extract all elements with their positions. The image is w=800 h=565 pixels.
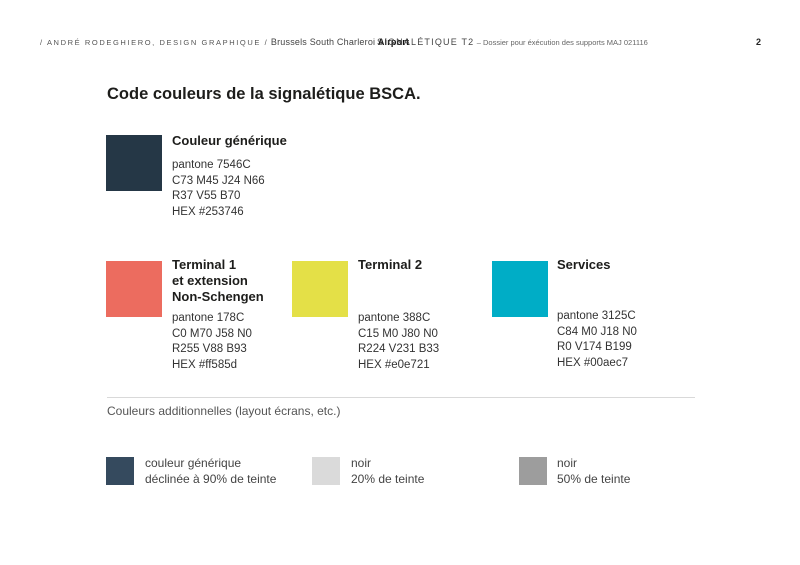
swatch-black-50 <box>519 457 547 485</box>
color-title-services: Services <box>557 257 611 273</box>
additional-colors-title: Couleurs additionnelles (layout écrans, … <box>107 404 341 418</box>
color-title-line: Couleur générique <box>172 133 287 148</box>
spec-rgb: R255 V88 B93 <box>172 343 247 355</box>
section-divider <box>107 397 695 398</box>
spec-pantone: pantone 7546C <box>172 159 251 171</box>
spec-pantone: pantone 388C <box>358 312 431 324</box>
spec-rgb: R37 V55 B70 <box>172 190 241 202</box>
spec-pantone: pantone 3125C <box>557 310 636 322</box>
swatch-services <box>492 261 548 317</box>
spec-hex: HEX #00aec7 <box>557 356 628 369</box>
spec-hex: HEX #ff585d <box>172 358 238 371</box>
spec-cmyk: C15 M0 J80 N0 <box>358 327 438 340</box>
color-specs-generic: pantone 7546C C73 M45 J24 N66 R37 V55 B7… <box>172 158 265 220</box>
header-author: / ANDRÉ RODEGHIERO, DESIGN GRAPHIQUE / <box>40 38 269 47</box>
additional-label-line: déclinée à 90% de teinte <box>145 472 277 486</box>
color-title-line: Terminal 2 <box>358 257 423 272</box>
header-middle: SIGNALÉTIQUE T2 – Dossier pour éxécution… <box>377 37 648 47</box>
additional-label-black-50: noir 50% de teinte <box>557 455 630 487</box>
header-left: / ANDRÉ RODEGHIERO, DESIGN GRAPHIQUE / B… <box>40 37 409 47</box>
spec-rgb: R224 V231 B33 <box>358 343 440 355</box>
header-place: Brussels South Charleroi <box>270 37 376 47</box>
color-title-generic: Couleur générique <box>172 133 287 149</box>
spec-cmyk: C73 M45 J24 N66 <box>172 174 265 187</box>
swatch-generic-90 <box>106 457 134 485</box>
header-place-bold: Airport <box>377 37 410 47</box>
color-specs-terminal-2: pantone 388C C15 M0 J80 N0 R224 V231 B33… <box>358 311 439 373</box>
header-doc-description: – Dossier pour éxécution des supports MA… <box>476 38 648 47</box>
spec-rgb: R0 V174 B199 <box>557 341 632 353</box>
additional-label-line: noir <box>557 456 578 470</box>
spec-cmyk: C84 M0 J18 N0 <box>557 325 637 338</box>
color-title-terminal-2: Terminal 2 <box>358 257 422 273</box>
additional-label-line: 20% de teinte <box>351 472 425 486</box>
swatch-terminal-1 <box>106 261 162 317</box>
color-title-line: Non-Schengen <box>172 289 264 304</box>
spec-cmyk: C0 M70 J58 N0 <box>172 327 252 340</box>
spec-hex: HEX #e0e721 <box>358 358 430 371</box>
color-specs-services: pantone 3125C C84 M0 J18 N0 R0 V174 B199… <box>557 309 637 371</box>
spec-hex: HEX #253746 <box>172 205 244 218</box>
swatch-generic <box>106 135 162 191</box>
header-signaletique: SIGNALÉTIQUE T2 <box>377 37 475 47</box>
additional-label-black-20: noir 20% de teinte <box>351 455 424 487</box>
color-title-terminal-1: Terminal 1 et extension Non-Schengen <box>172 257 264 305</box>
additional-label-line: couleur générique <box>145 456 242 470</box>
spec-pantone: pantone 178C <box>172 312 245 324</box>
additional-label-line: noir <box>351 456 372 470</box>
swatch-black-20 <box>312 457 340 485</box>
color-title-line: et extension <box>172 273 248 288</box>
color-specs-terminal-1: pantone 178C C0 M70 J58 N0 R255 V88 B93 … <box>172 311 252 373</box>
swatch-terminal-2 <box>292 261 348 317</box>
additional-label-line: 50% de teinte <box>557 472 631 486</box>
page-number: 2 <box>756 37 762 47</box>
color-title-line: Terminal 1 <box>172 257 237 272</box>
additional-label-generic-90: couleur générique déclinée à 90% de tein… <box>145 455 276 487</box>
page-title: Code couleurs de la signalétique BSCA. <box>107 85 421 103</box>
color-title-line: Services <box>557 257 611 272</box>
